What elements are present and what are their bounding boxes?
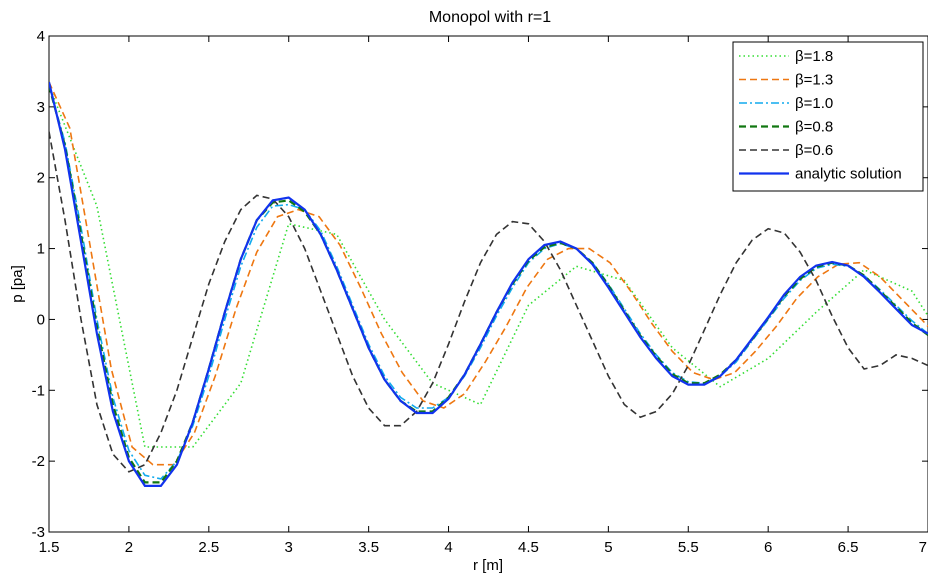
series-layer bbox=[49, 81, 928, 487]
y-axis-label: p [pa] bbox=[9, 265, 26, 303]
x-tick-label: 5.5 bbox=[678, 539, 699, 556]
y-tick-label: 1 bbox=[37, 241, 45, 258]
x-tick-label: 3 bbox=[285, 539, 293, 556]
x-axis-label: r [m] bbox=[473, 557, 503, 574]
x-tick-label: 4 bbox=[444, 539, 452, 556]
y-tick-label: 3 bbox=[37, 99, 45, 116]
legend-label-0: β=1.8 bbox=[795, 48, 833, 65]
legend-label-5: analytic solution bbox=[795, 166, 902, 183]
x-tick-label: 7 bbox=[919, 539, 927, 556]
chart-title: Monopol with r=1 bbox=[429, 9, 551, 26]
series-line-1 bbox=[49, 81, 928, 466]
y-tick-label: 2 bbox=[37, 170, 45, 187]
x-tick-label: 2 bbox=[125, 539, 133, 556]
x-tick-label: 6.5 bbox=[838, 539, 859, 556]
axis-ticks: 1.5 2 2.5 3 3.5 4 4.5 5 5.5 6 6.5 7 -3 -2 -1 0 1 2 3 4 bbox=[32, 28, 928, 556]
legend-label-4: β=0.6 bbox=[795, 142, 833, 159]
x-tick-label: 3.5 bbox=[358, 539, 379, 556]
y-tick-label: -3 bbox=[32, 524, 45, 541]
legend: β=1.8 β=1.3 β=1.0 β=0.8 β=0.6 analytic soluti… bbox=[732, 41, 924, 192]
y-tick-label: -2 bbox=[32, 453, 45, 470]
legend-label-2: β=1.0 bbox=[795, 95, 833, 112]
x-tick-label: 6 bbox=[764, 539, 772, 556]
y-tick-label: 4 bbox=[37, 28, 45, 45]
x-tick-label: 5 bbox=[604, 539, 612, 556]
legend-box bbox=[732, 41, 924, 192]
series-line-0 bbox=[49, 85, 928, 448]
series-line-5 bbox=[49, 81, 928, 487]
x-tick-label: 1.5 bbox=[39, 539, 60, 556]
y-tick-label: -1 bbox=[32, 382, 45, 399]
series-line-2 bbox=[49, 85, 928, 480]
legend-label-1: β=1.3 bbox=[795, 72, 833, 89]
x-tick-label: 2.5 bbox=[198, 539, 219, 556]
x-tick-label: 4.5 bbox=[518, 539, 539, 556]
legend-label-3: β=0.8 bbox=[795, 119, 833, 136]
y-tick-label: 0 bbox=[37, 311, 45, 328]
